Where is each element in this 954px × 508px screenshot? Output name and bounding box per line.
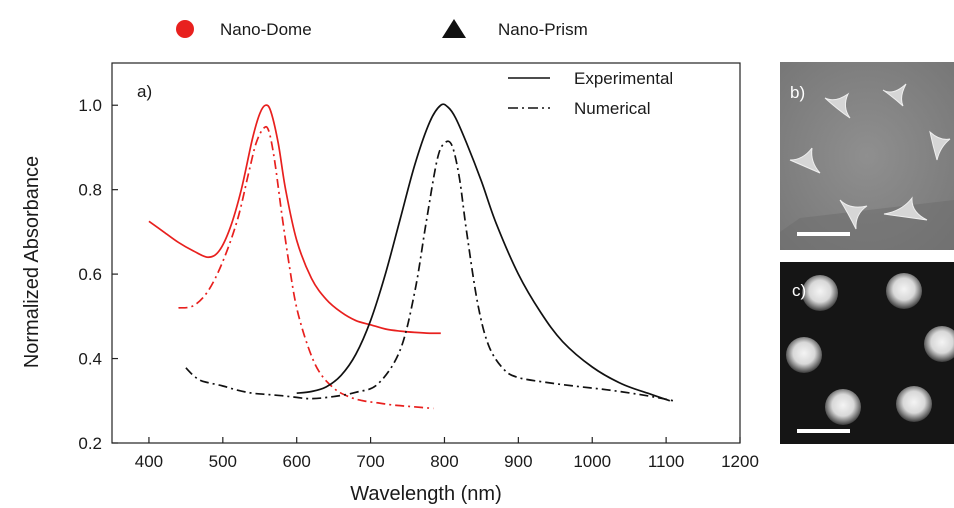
panel-a-label: a) (137, 82, 152, 101)
series-line-3 (185, 140, 674, 402)
legend-nano-prism-label: Nano-Prism (498, 20, 588, 39)
y-tick-label: 0.2 (78, 434, 102, 453)
x-tick-label: 1000 (573, 452, 611, 471)
x-tick-label: 800 (430, 452, 458, 471)
series-line-1 (178, 125, 434, 410)
x-tick-label: 700 (356, 452, 384, 471)
inset-c-sem-image: c) (780, 262, 954, 444)
y-axis-title: Normalized Absorbance (21, 156, 43, 368)
top-legend: Nano-Dome Nano-Prism (176, 19, 588, 39)
inner-legend: Experimental Numerical (508, 69, 673, 118)
x-tick-label: 1200 (721, 452, 759, 471)
y-tick-label: 0.8 (78, 181, 102, 200)
scale-bar-c (797, 429, 850, 433)
nano-dome-marker (176, 20, 194, 38)
legend-experimental-label: Experimental (574, 69, 673, 88)
plot-area: 400 500 600 700 800 900 1000 1100 1200 0.2 0.4 0.6 0… (78, 62, 759, 471)
legend-nano-dome-label: Nano-Dome (220, 20, 312, 39)
panel-b-label: b) (790, 83, 805, 102)
x-tick-label: 400 (135, 452, 163, 471)
y-tick-label: 0.6 (78, 265, 102, 284)
nano-prism-marker (442, 19, 466, 38)
y-tick-label: 1.0 (78, 96, 102, 115)
x-axis-title: Wavelength (nm) (350, 483, 502, 505)
x-tick-label: 600 (283, 452, 311, 471)
series-layer (148, 103, 674, 410)
series-line-2 (296, 103, 671, 402)
axis-tick-labels: 400 500 600 700 800 900 1000 1100 1200 0.2 0.4 0.6 0… (78, 96, 759, 471)
series-line-0 (148, 104, 441, 335)
scale-bar-b (797, 232, 850, 236)
x-tick-label: 900 (504, 452, 532, 471)
x-tick-label: 500 (209, 452, 237, 471)
legend-numerical-label: Numerical (574, 99, 651, 118)
inset-b-sem-image: b) (780, 62, 954, 250)
panel-c-label: c) (792, 281, 806, 300)
y-tick-label: 0.4 (78, 350, 102, 369)
x-tick-label: 1100 (648, 452, 685, 471)
axis-ticks (112, 104, 741, 444)
plot-frame (111, 62, 741, 444)
